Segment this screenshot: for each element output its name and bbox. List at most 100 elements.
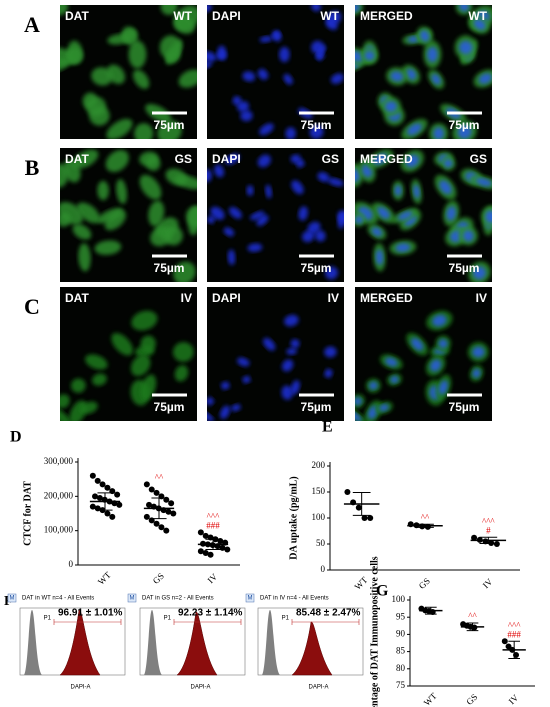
cell	[72, 149, 99, 169]
channel-label: MERGED	[360, 9, 413, 23]
error-bar	[479, 536, 498, 544]
x-tick-label: IV	[481, 576, 495, 590]
x-tick-label: GS	[464, 692, 479, 707]
gate-line	[53, 619, 122, 625]
nucleus	[390, 375, 399, 384]
data-point	[148, 486, 155, 493]
nucleus	[462, 230, 474, 242]
data-point	[501, 638, 508, 645]
nucleus	[220, 381, 230, 390]
nucleus	[286, 348, 298, 355]
data-point	[94, 477, 101, 484]
x-tick-label: IV	[507, 692, 521, 706]
significance: ^^^	[207, 511, 220, 521]
data-point	[104, 510, 111, 517]
group-label: WT	[468, 9, 487, 23]
channel-label: DAT	[65, 291, 89, 305]
nucleus	[379, 404, 389, 412]
nucleus	[375, 249, 384, 266]
group-label: GS	[470, 152, 487, 166]
nucleus	[324, 266, 338, 280]
cell	[174, 15, 195, 34]
cell	[85, 354, 108, 370]
micrograph	[207, 148, 344, 282]
y-tick-label: 85	[396, 646, 406, 656]
nucleus	[259, 123, 274, 136]
nucleus	[207, 410, 214, 421]
micrograph	[355, 5, 492, 139]
scale-label: 75µm	[154, 118, 185, 132]
nucleus	[207, 215, 215, 224]
nucleus	[246, 185, 254, 196]
scale-label: 75µm	[154, 400, 185, 414]
micrograph	[60, 148, 197, 282]
error-bar	[416, 523, 434, 528]
panel-letter: E	[322, 419, 333, 436]
positive-peak	[59, 609, 101, 676]
y-tick-label: 95	[396, 611, 406, 621]
nucleus	[407, 123, 422, 136]
marker-label: M	[130, 596, 135, 602]
scale-label: 75µm	[301, 400, 332, 414]
y-tick-label: 75	[396, 680, 406, 690]
nucleus	[223, 227, 235, 237]
x-tick-label: WT	[353, 575, 370, 592]
nucleus	[457, 125, 472, 139]
cell	[97, 180, 109, 201]
nucleus	[355, 169, 361, 183]
nucleus	[307, 221, 321, 234]
significance: ###	[507, 629, 521, 639]
cell	[173, 261, 196, 282]
cell	[172, 342, 194, 362]
cell	[94, 240, 122, 255]
x-axis-label: DAPI-A	[70, 685, 90, 691]
nucleus	[281, 385, 293, 400]
nucleus	[355, 5, 360, 13]
nucleus	[231, 404, 241, 412]
cell	[111, 332, 133, 356]
nucleus	[373, 153, 388, 165]
cell	[174, 365, 189, 382]
negative-peak	[144, 610, 162, 675]
group-label: IV	[181, 291, 192, 305]
flow-result: 85.48 ± 2.47%	[296, 608, 361, 619]
nucleus	[263, 337, 276, 351]
data-point	[197, 548, 204, 555]
nucleus	[355, 397, 362, 406]
nucleus	[432, 314, 447, 327]
gate-line	[173, 619, 242, 625]
nucleus	[317, 172, 330, 182]
cell	[71, 378, 86, 393]
data-point	[344, 489, 351, 495]
group-label: IV	[328, 291, 339, 305]
cell	[92, 373, 107, 386]
nucleus	[355, 215, 363, 224]
nucleus	[430, 359, 442, 372]
marker-label: M	[10, 596, 15, 602]
nucleus	[225, 153, 240, 165]
nucleus	[207, 61, 212, 69]
y-tick-label: 100	[392, 594, 406, 604]
nucleus	[446, 206, 456, 221]
channel-label: DAT	[65, 152, 89, 166]
nucleus	[364, 51, 375, 61]
nucleus	[413, 184, 420, 199]
nucleus	[249, 211, 265, 221]
error-bar	[151, 497, 167, 520]
scale-label: 75µm	[449, 118, 480, 132]
significance: ^^	[421, 512, 430, 522]
cell	[72, 224, 92, 240]
nucleus	[427, 46, 438, 63]
flow-title: DAT in WT n=4 - All Events	[22, 596, 94, 602]
nucleus	[242, 71, 256, 82]
nucleus	[355, 51, 365, 62]
positive-peak	[176, 611, 218, 676]
image-bg	[207, 287, 344, 421]
group-label: GS	[175, 152, 192, 166]
data-point	[153, 520, 160, 527]
nucleus	[311, 40, 325, 55]
nucleus	[330, 73, 344, 84]
error-bar	[508, 640, 520, 659]
significance: ^^	[155, 472, 164, 482]
micrograph	[355, 148, 492, 282]
